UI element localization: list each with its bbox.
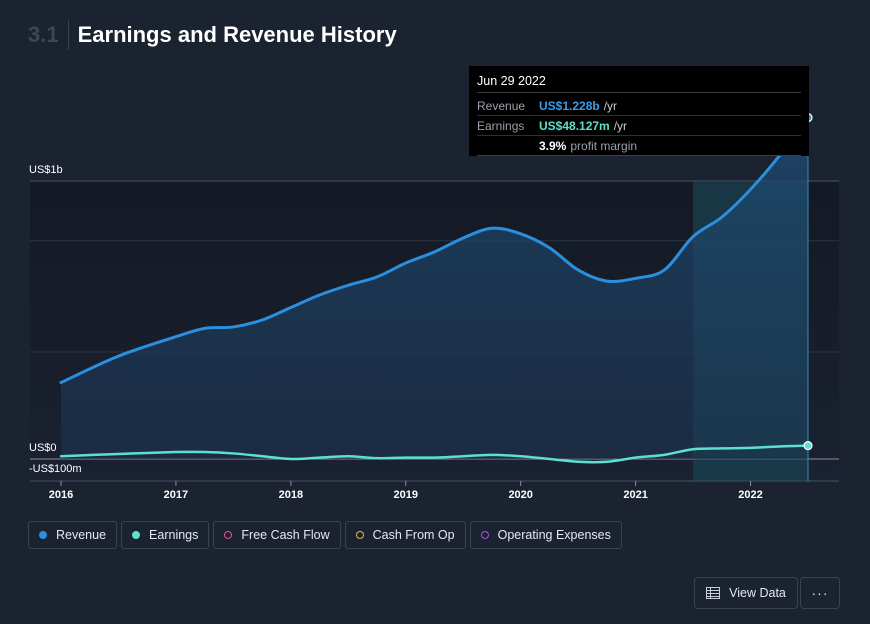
legend-operating-expenses-dot-icon <box>480 531 489 539</box>
tooltip-revenue-value: US$1.228b <box>539 98 600 113</box>
legend-item-cash-from-op[interactable]: Cash From Op <box>344 521 466 549</box>
tooltip-date: Jun 29 2022 <box>477 74 801 93</box>
legend-earnings-label: Earnings <box>149 528 199 542</box>
tooltip-revenue-row: Revenue US$1.228b /yr <box>477 96 801 116</box>
chart-header: 3.1 Earnings and Revenue History <box>28 18 397 52</box>
legend-item-revenue[interactable]: Revenue <box>28 521 118 549</box>
y-axis-label: US$0 <box>29 442 57 454</box>
legend-revenue-dot-icon <box>39 531 47 539</box>
revenue-line <box>59 116 810 385</box>
tooltip: Jun 29 2022 Revenue US$1.228b /yr Earnin… <box>469 66 809 156</box>
earnings-hover-point <box>803 441 813 451</box>
legend-cash-from-op-label: Cash From Op <box>372 528 455 542</box>
x-tick-label: 2016 <box>49 489 73 501</box>
tooltip-margin-row: 3.9% profit margin <box>477 136 801 156</box>
legend-cash-from-op-dot-icon <box>355 531 364 539</box>
legend-revenue-label: Revenue <box>56 528 107 542</box>
legend-item-operating-expenses[interactable]: Operating Expenses <box>469 521 622 549</box>
view-data-button[interactable]: View Data <box>694 577 798 609</box>
x-tick-label: 2019 <box>394 489 418 501</box>
tooltip-revenue-unit: /yr <box>603 98 618 113</box>
legend-earnings-dot-icon <box>132 531 141 539</box>
legend: Revenue Earnings Free Cash Flow Cash Fro… <box>28 521 622 549</box>
table-icon <box>706 587 721 599</box>
view-data-label: View Data <box>729 586 786 600</box>
tooltip-earnings-row: Earnings US$48.127m /yr <box>477 116 801 136</box>
tooltip-revenue-label: Revenue <box>477 98 526 113</box>
x-tick-label: 2020 <box>508 489 532 501</box>
more-icon: ··· <box>811 585 829 601</box>
tooltip-earnings-value: US$48.127m <box>539 118 610 133</box>
tooltip-earnings-label: Earnings <box>477 118 525 133</box>
x-tick-label: 2017 <box>164 489 188 501</box>
x-tick-label: 2021 <box>623 489 647 501</box>
legend-free-cash-flow-dot-icon <box>224 531 233 539</box>
legend-operating-expenses-label: Operating Expenses <box>497 528 611 542</box>
tooltip-earnings-unit: /yr <box>613 118 628 133</box>
section-number: 3.1 <box>28 20 69 50</box>
x-tick-label: 2018 <box>279 489 303 501</box>
legend-free-cash-flow-label: Free Cash Flow <box>241 528 330 542</box>
earnings-line <box>59 444 810 464</box>
revenue-area <box>61 117 808 459</box>
y-axis-label: US$1b <box>29 164 63 176</box>
legend-item-free-cash-flow[interactable]: Free Cash Flow <box>213 521 341 549</box>
y-axis-label: -US$100m <box>29 463 82 475</box>
tooltip-margin-value: 3.9% <box>539 138 567 153</box>
tooltip-margin-label: profit margin <box>570 138 638 153</box>
x-tick-label: 2022 <box>738 489 762 501</box>
chart-title: Earnings and Revenue History <box>77 22 397 47</box>
legend-item-earnings[interactable]: Earnings <box>121 521 210 549</box>
more-options-button[interactable]: ··· <box>800 577 840 609</box>
